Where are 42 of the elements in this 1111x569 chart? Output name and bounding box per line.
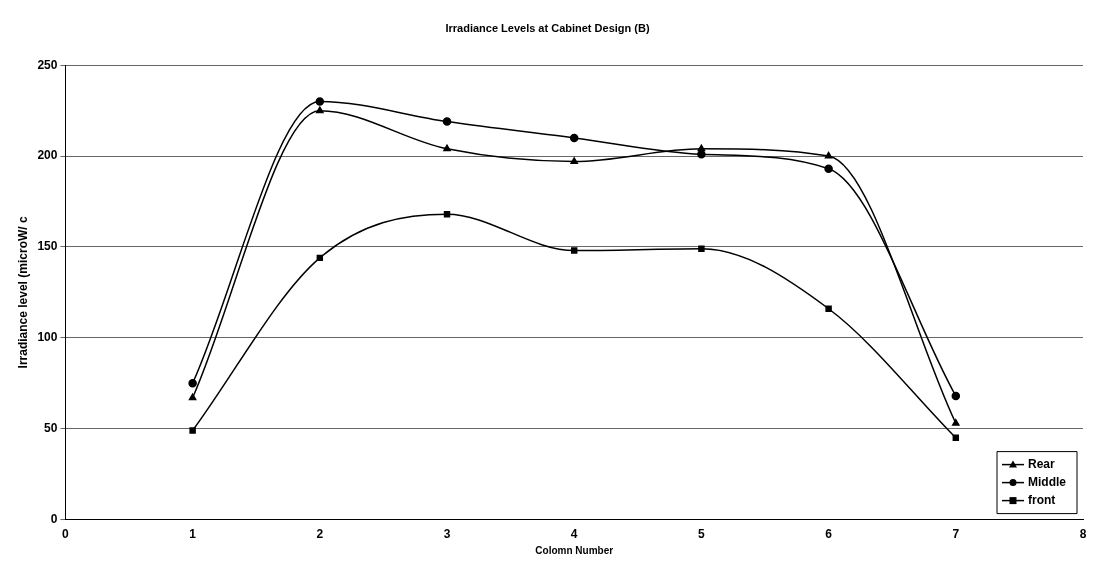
x-tick-label: 2	[316, 527, 324, 542]
x-tick-label: 0	[62, 527, 70, 542]
x-tick-label: 3	[443, 527, 451, 542]
x-tick-label: 7	[952, 527, 960, 542]
point	[443, 211, 451, 218]
point	[189, 427, 196, 434]
y-tick-label: 150	[37, 239, 58, 254]
point	[824, 151, 833, 159]
legend-label: Rear	[1028, 456, 1056, 471]
point	[952, 434, 960, 442]
x-axis-title: Colomn Number	[535, 544, 614, 556]
x-tick-label: 6	[825, 527, 833, 542]
y-tick-label: 50	[44, 421, 58, 436]
chart-title: Irradiance Levels at Cabinet Design (B)	[445, 21, 650, 34]
y-tick-label: 200	[37, 148, 58, 163]
y-tick-label: 100	[37, 330, 58, 345]
point	[443, 144, 451, 152]
point	[951, 391, 961, 401]
point	[188, 393, 197, 401]
x-tick-label: 1	[189, 527, 197, 542]
point	[825, 305, 832, 312]
point	[316, 106, 324, 114]
y-axis-title: Irradiance level (microW/ c	[15, 216, 30, 369]
y-tick-label: 250	[37, 57, 58, 72]
legend-label: Middle	[1028, 474, 1067, 489]
point	[697, 150, 706, 159]
point	[697, 144, 706, 152]
x-tick-label: 5	[698, 527, 706, 542]
point	[315, 97, 325, 106]
point	[569, 133, 579, 143]
legend-label: front	[1028, 492, 1056, 507]
point	[188, 379, 197, 388]
point	[952, 419, 960, 426]
point	[698, 245, 705, 252]
x-tick-label: 8	[1079, 527, 1087, 542]
point	[442, 117, 452, 126]
point	[570, 157, 578, 165]
point	[824, 164, 833, 174]
point	[570, 247, 578, 254]
point	[316, 254, 324, 262]
y-tick-label: 0	[50, 511, 58, 526]
x-tick-label: 4	[570, 527, 578, 542]
